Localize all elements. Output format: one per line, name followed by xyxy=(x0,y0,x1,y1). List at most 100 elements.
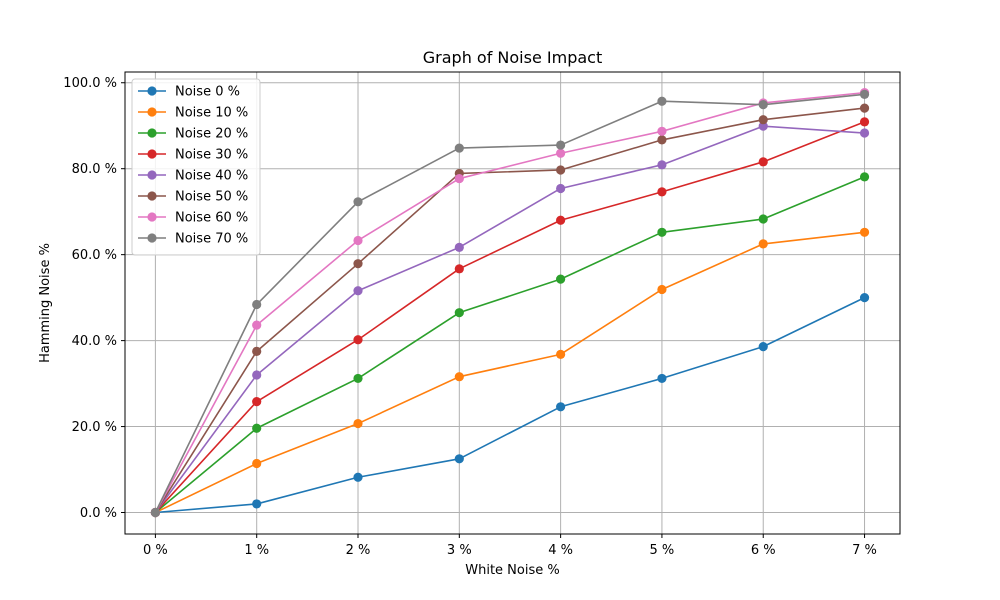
data-point xyxy=(454,308,464,318)
data-point xyxy=(252,299,262,310)
series-line xyxy=(154,125,865,513)
data-point xyxy=(556,148,566,158)
data-point xyxy=(657,96,667,106)
series-line xyxy=(154,107,865,513)
data-point xyxy=(758,157,768,167)
legend-label: Noise 60 % xyxy=(175,211,248,226)
data-point xyxy=(556,140,566,150)
data-point xyxy=(454,454,464,464)
series-line xyxy=(154,93,865,513)
legend-swatch-marker xyxy=(147,107,157,117)
legend-box xyxy=(131,78,261,256)
data-point xyxy=(252,423,262,433)
series-line xyxy=(154,91,865,513)
data-point xyxy=(556,183,566,194)
x-tick-label: 6 % xyxy=(751,543,776,558)
legend-label: Noise 40 % xyxy=(175,169,248,184)
legend-label: Noise 10 % xyxy=(175,106,248,121)
y-tick-label: 0.0 % xyxy=(80,506,117,521)
data-point xyxy=(353,418,363,429)
data-point xyxy=(859,172,870,182)
data-point xyxy=(454,242,464,252)
y-tick-label: 60.0 % xyxy=(72,248,117,263)
y-tick-label: 20.0 % xyxy=(72,420,117,435)
data-point xyxy=(556,349,566,359)
data-point xyxy=(758,100,768,110)
data-point xyxy=(859,103,870,113)
series-line xyxy=(155,231,865,514)
data-point xyxy=(556,274,566,284)
data-point xyxy=(758,342,768,352)
legend-label: Noise 30 % xyxy=(175,148,248,163)
data-point xyxy=(758,239,768,249)
data-point xyxy=(252,320,262,330)
x-axis-title: White Noise % xyxy=(465,563,559,578)
legend-label: Noise 50 % xyxy=(175,190,248,205)
x-tick-label: 3 % xyxy=(447,543,472,558)
data-point xyxy=(252,458,262,469)
x-tick-label: 1 % xyxy=(244,543,269,558)
legend-label: Noise 20 % xyxy=(175,127,248,142)
data-point xyxy=(353,335,363,345)
legend-swatch-marker xyxy=(147,86,157,96)
data-point xyxy=(353,472,363,482)
data-point xyxy=(252,370,262,380)
series-line xyxy=(155,296,865,514)
data-point xyxy=(454,173,464,184)
y-tick-label: 40.0 % xyxy=(72,334,117,349)
data-point xyxy=(353,235,363,246)
data-point xyxy=(454,264,464,274)
legend-swatch-marker xyxy=(147,128,157,138)
legend-swatch-marker xyxy=(147,212,157,222)
data-point xyxy=(758,115,768,125)
data-point xyxy=(859,227,870,237)
data-point xyxy=(252,346,262,356)
x-tick-label: 4 % xyxy=(548,543,573,558)
data-point xyxy=(353,286,363,296)
data-point xyxy=(150,507,160,518)
data-point xyxy=(657,135,667,145)
data-point xyxy=(454,143,464,153)
x-tick-label: 5 % xyxy=(650,543,675,558)
data-point xyxy=(556,402,566,412)
legend: Noise 0 % Noise 10 % Noise 20 % Noise 30 % N… xyxy=(131,78,261,256)
y-axis-title: Hamming Noise % xyxy=(38,243,53,363)
x-tick-label: 7 % xyxy=(852,543,877,558)
series-layer xyxy=(150,88,870,518)
data-point xyxy=(252,397,262,407)
series-line xyxy=(154,176,865,514)
series-line xyxy=(154,121,865,514)
data-point xyxy=(859,89,870,99)
x-tick-label: 2 % xyxy=(346,543,371,558)
data-point xyxy=(556,165,566,175)
data-point xyxy=(657,187,667,197)
data-point xyxy=(657,373,667,384)
data-point xyxy=(859,293,870,303)
data-point xyxy=(657,160,667,170)
legend-swatch-marker xyxy=(147,170,157,180)
data-point xyxy=(353,373,363,384)
data-point xyxy=(657,126,667,136)
legend-label: Noise 0 % xyxy=(175,85,240,100)
x-tick-label: 0 % xyxy=(143,543,168,558)
data-point xyxy=(657,227,667,237)
plot-frame xyxy=(124,71,901,535)
y-tick-label: 80.0 % xyxy=(72,162,117,177)
data-point xyxy=(758,214,768,224)
data-point xyxy=(454,372,464,382)
legend-swatch-marker xyxy=(147,149,157,159)
legend-label: Noise 70 % xyxy=(175,232,248,247)
legend-swatch-marker xyxy=(147,191,157,201)
data-point xyxy=(859,117,870,127)
data-point xyxy=(353,259,363,269)
chart-title: Graph of Noise Impact xyxy=(423,48,602,67)
data-point xyxy=(556,215,566,225)
y-tick-label: 100.0 % xyxy=(63,76,117,91)
data-point xyxy=(758,121,768,131)
legend-swatch-marker xyxy=(147,233,157,243)
data-point xyxy=(859,128,870,138)
data-point xyxy=(657,284,667,295)
data-point xyxy=(353,197,363,207)
